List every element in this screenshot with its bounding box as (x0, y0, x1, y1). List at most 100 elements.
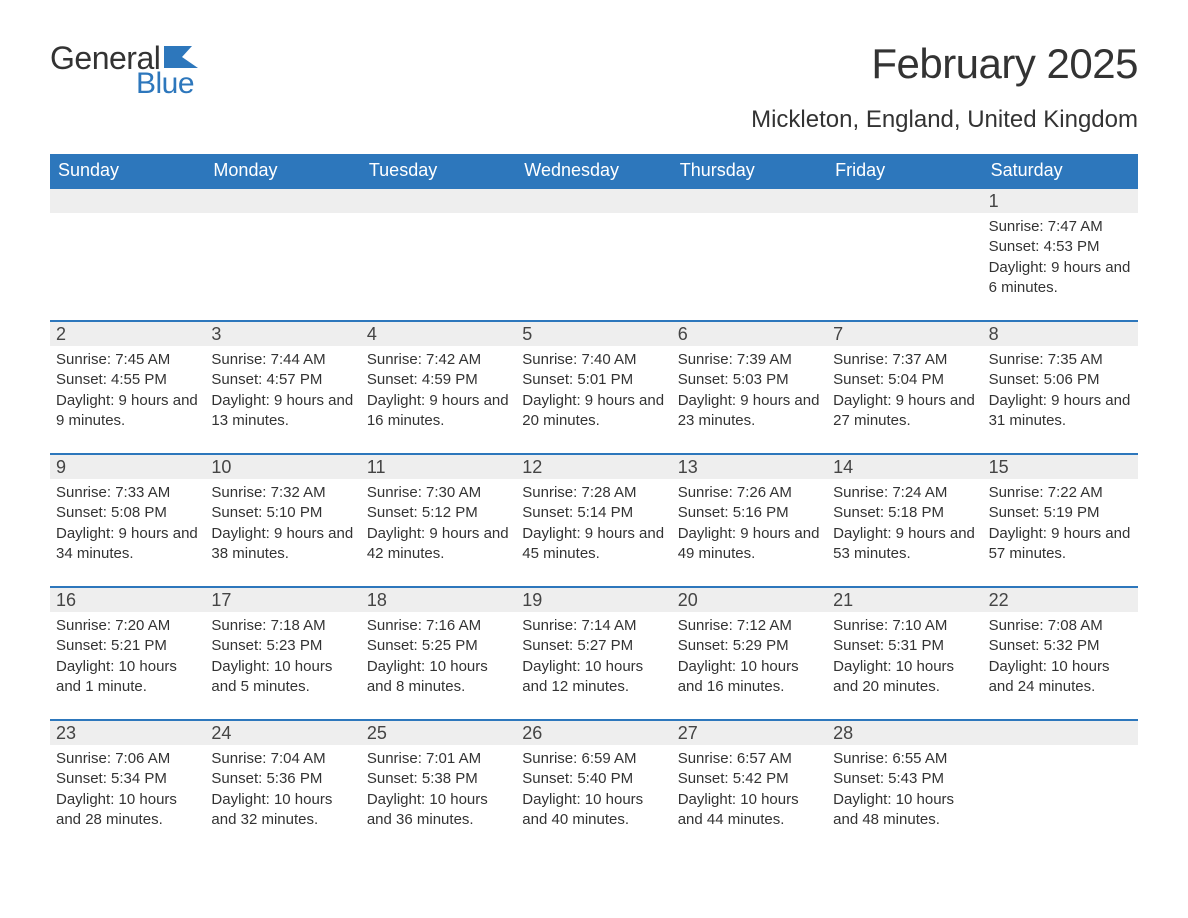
day-number: 22 (983, 588, 1138, 612)
sunrise-text: Sunrise: 7:18 AM (211, 616, 354, 636)
day-content: Sunrise: 6:57 AMSunset: 5:42 PMDaylight:… (672, 745, 827, 834)
day-number: 25 (361, 721, 516, 745)
day-cell: 18Sunrise: 7:16 AMSunset: 5:25 PMDayligh… (361, 588, 516, 701)
day-content: Sunrise: 7:22 AMSunset: 5:19 PMDaylight:… (983, 479, 1138, 568)
weekday-header-row: Sunday Monday Tuesday Wednesday Thursday… (50, 154, 1138, 187)
sunset-text: Sunset: 5:43 PM (833, 769, 976, 789)
daylight-text: Daylight: 9 hours and 45 minutes. (522, 524, 665, 565)
day-cell: 17Sunrise: 7:18 AMSunset: 5:23 PMDayligh… (205, 588, 360, 701)
day-content: Sunrise: 7:33 AMSunset: 5:08 PMDaylight:… (50, 479, 205, 568)
day-number: 2 (50, 322, 205, 346)
daylight-text: Daylight: 10 hours and 44 minutes. (678, 790, 821, 831)
sunset-text: Sunset: 5:23 PM (211, 636, 354, 656)
weekday-header: Saturday (983, 154, 1138, 187)
sunset-text: Sunset: 4:57 PM (211, 370, 354, 390)
sunset-text: Sunset: 5:36 PM (211, 769, 354, 789)
day-content: Sunrise: 7:08 AMSunset: 5:32 PMDaylight:… (983, 612, 1138, 701)
day-number: 14 (827, 455, 982, 479)
sunset-text: Sunset: 5:16 PM (678, 503, 821, 523)
day-content: Sunrise: 7:35 AMSunset: 5:06 PMDaylight:… (983, 346, 1138, 435)
daylight-text: Daylight: 9 hours and 13 minutes. (211, 391, 354, 432)
day-cell: 28Sunrise: 6:55 AMSunset: 5:43 PMDayligh… (827, 721, 982, 834)
sunrise-text: Sunrise: 7:44 AM (211, 350, 354, 370)
day-number: 28 (827, 721, 982, 745)
day-number: 21 (827, 588, 982, 612)
day-number: 3 (205, 322, 360, 346)
sunset-text: Sunset: 5:08 PM (56, 503, 199, 523)
weekday-header: Wednesday (516, 154, 671, 187)
day-number (672, 189, 827, 213)
daylight-text: Daylight: 9 hours and 57 minutes. (989, 524, 1132, 565)
day-number: 4 (361, 322, 516, 346)
daylight-text: Daylight: 9 hours and 20 minutes. (522, 391, 665, 432)
day-cell: 13Sunrise: 7:26 AMSunset: 5:16 PMDayligh… (672, 455, 827, 568)
sunset-text: Sunset: 4:53 PM (989, 237, 1132, 257)
day-cell: 3 Sunrise: 7:44 AMSunset: 4:57 PMDaylight… (205, 322, 360, 435)
sunset-text: Sunset: 5:12 PM (367, 503, 510, 523)
day-content: Sunrise: 7:39 AMSunset: 5:03 PMDaylight:… (672, 346, 827, 435)
day-cell: 2Sunrise: 7:45 AMSunset: 4:55 PMDaylight… (50, 322, 205, 435)
day-number: 17 (205, 588, 360, 612)
day-content: Sunrise: 7:30 AMSunset: 5:12 PMDaylight:… (361, 479, 516, 568)
week-row: 23Sunrise: 7:06 AMSunset: 5:34 PMDayligh… (50, 719, 1138, 834)
day-cell: 5Sunrise: 7:40 AMSunset: 5:01 PMDaylight… (516, 322, 671, 435)
day-cell: 6Sunrise: 7:39 AMSunset: 5:03 PMDaylight… (672, 322, 827, 435)
sunrise-text: Sunrise: 7:16 AM (367, 616, 510, 636)
sunset-text: Sunset: 5:18 PM (833, 503, 976, 523)
day-cell (205, 189, 360, 302)
sunrise-text: Sunrise: 7:08 AM (989, 616, 1132, 636)
weeks-container: 1Sunrise: 7:47 AMSunset: 4:53 PMDaylight… (50, 187, 1138, 834)
day-number: 5 (516, 322, 671, 346)
sunset-text: Sunset: 5:03 PM (678, 370, 821, 390)
day-cell (516, 189, 671, 302)
daylight-text: Daylight: 10 hours and 48 minutes. (833, 790, 976, 831)
day-number: 12 (516, 455, 671, 479)
daylight-text: Daylight: 9 hours and 31 minutes. (989, 391, 1132, 432)
sunset-text: Sunset: 5:25 PM (367, 636, 510, 656)
day-cell: 26Sunrise: 6:59 AMSunset: 5:40 PMDayligh… (516, 721, 671, 834)
day-cell (983, 721, 1138, 834)
day-cell (50, 189, 205, 302)
sunrise-text: Sunrise: 7:35 AM (989, 350, 1132, 370)
day-cell (672, 189, 827, 302)
daylight-text: Daylight: 10 hours and 16 minutes. (678, 657, 821, 698)
day-number: 6 (672, 322, 827, 346)
sunrise-text: Sunrise: 7:42 AM (367, 350, 510, 370)
day-content (672, 213, 827, 221)
day-content: Sunrise: 7:26 AMSunset: 5:16 PMDaylight:… (672, 479, 827, 568)
day-content: Sunrise: 7:47 AMSunset: 4:53 PMDaylight:… (983, 213, 1138, 302)
day-number: 27 (672, 721, 827, 745)
day-content: Sunrise: 7:06 AMSunset: 5:34 PMDaylight:… (50, 745, 205, 834)
day-number: 24 (205, 721, 360, 745)
weekday-header: Friday (827, 154, 982, 187)
day-cell (361, 189, 516, 302)
week-row: 2Sunrise: 7:45 AMSunset: 4:55 PMDaylight… (50, 320, 1138, 435)
day-cell: 12Sunrise: 7:28 AMSunset: 5:14 PMDayligh… (516, 455, 671, 568)
day-cell: 23Sunrise: 7:06 AMSunset: 5:34 PMDayligh… (50, 721, 205, 834)
day-content: Sunrise: 6:55 AMSunset: 5:43 PMDaylight:… (827, 745, 982, 834)
sunrise-text: Sunrise: 7:04 AM (211, 749, 354, 769)
day-content: Sunrise: 7:20 AMSunset: 5:21 PMDaylight:… (50, 612, 205, 701)
sunrise-text: Sunrise: 7:20 AM (56, 616, 199, 636)
day-content: Sunrise: 7:37 AMSunset: 5:04 PMDaylight:… (827, 346, 982, 435)
sunrise-text: Sunrise: 7:01 AM (367, 749, 510, 769)
day-cell: 11Sunrise: 7:30 AMSunset: 5:12 PMDayligh… (361, 455, 516, 568)
sunrise-text: Sunrise: 6:57 AM (678, 749, 821, 769)
sunset-text: Sunset: 5:14 PM (522, 503, 665, 523)
day-cell: 21Sunrise: 7:10 AMSunset: 5:31 PMDayligh… (827, 588, 982, 701)
day-content: Sunrise: 7:14 AMSunset: 5:27 PMDaylight:… (516, 612, 671, 701)
day-cell: 16Sunrise: 7:20 AMSunset: 5:21 PMDayligh… (50, 588, 205, 701)
sunset-text: Sunset: 5:01 PM (522, 370, 665, 390)
daylight-text: Daylight: 9 hours and 9 minutes. (56, 391, 199, 432)
day-content (205, 213, 360, 221)
day-content: Sunrise: 7:04 AMSunset: 5:36 PMDaylight:… (205, 745, 360, 834)
daylight-text: Daylight: 10 hours and 20 minutes. (833, 657, 976, 698)
daylight-text: Daylight: 9 hours and 23 minutes. (678, 391, 821, 432)
day-cell: 27Sunrise: 6:57 AMSunset: 5:42 PMDayligh… (672, 721, 827, 834)
day-content: Sunrise: 7:45 AMSunset: 4:55 PMDaylight:… (50, 346, 205, 435)
sunset-text: Sunset: 4:55 PM (56, 370, 199, 390)
day-cell: 9Sunrise: 7:33 AMSunset: 5:08 PMDaylight… (50, 455, 205, 568)
weekday-header: Sunday (50, 154, 205, 187)
day-cell (827, 189, 982, 302)
daylight-text: Daylight: 9 hours and 42 minutes. (367, 524, 510, 565)
